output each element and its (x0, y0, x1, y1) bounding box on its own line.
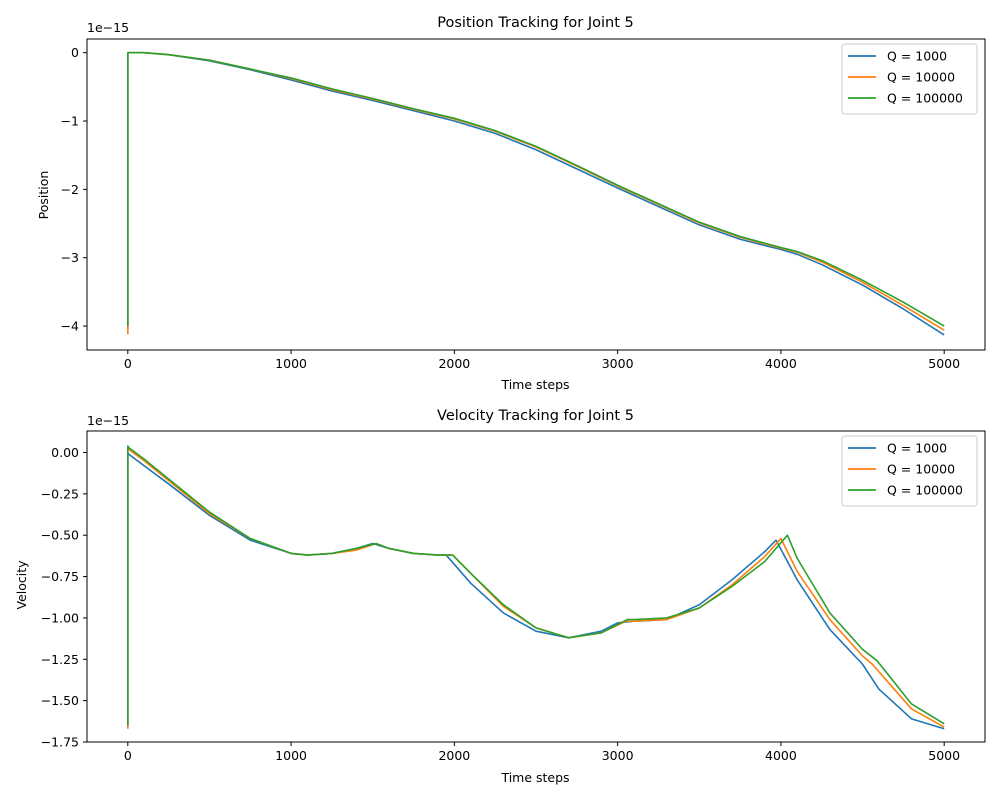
velocity-x-tick-label: 0 (124, 748, 132, 763)
velocity-y-tick-label: 0.00 (51, 445, 79, 460)
position-x-tick-label: 3000 (602, 356, 634, 371)
velocity-x-tick-label: 2000 (438, 748, 470, 763)
velocity-plot-area: 0 1000 2000 3000 4000 5000 0.00 −0.25 −0.50 −0.75… (41, 430, 986, 763)
velocity-series-line-1 (127, 451, 945, 730)
position-y-tick-label: −2 (61, 182, 79, 197)
velocity-y-tick-label: −0.50 (41, 528, 79, 543)
velocity-y-tick-label: −1.25 (41, 652, 79, 667)
position-x-tick-label: 0 (124, 356, 132, 371)
velocity-series-line-3 (127, 445, 945, 726)
velocity-legend-label-1: Q = 1000 (887, 441, 947, 456)
position-legend: Q = 1000 Q = 10000 Q = 100000 (841, 43, 978, 115)
velocity-legend-label-2: Q = 10000 (887, 462, 955, 477)
position-x-tick-label: 4000 (765, 356, 797, 371)
velocity-y-tick-label: −1.00 (41, 610, 79, 625)
position-x-tick-label: 5000 (928, 356, 960, 371)
position-legend-label-3: Q = 100000 (887, 91, 963, 106)
position-y-tick-label: −4 (61, 319, 79, 334)
position-legend-label-2: Q = 10000 (887, 70, 955, 85)
position-x-tick-label: 2000 (438, 356, 470, 371)
position-series-line-3 (127, 51, 945, 327)
velocity-x-tick-label: 3000 (602, 748, 634, 763)
velocity-legend: Q = 1000 Q = 10000 Q = 100000 (841, 435, 978, 507)
velocity-x-tick-label: 4000 (765, 748, 797, 763)
velocity-y-tick-label: −1.75 (41, 735, 79, 750)
velocity-subplot: Velocity Tracking for Joint 5 1e−15 Time… (14, 408, 986, 785)
position-axes-frame (86, 38, 986, 351)
velocity-x-axis-label: Time steps (500, 770, 569, 785)
position-x-axis-label: Time steps (500, 377, 569, 392)
velocity-axes-frame (86, 430, 986, 743)
position-y-axis-label: Position (36, 171, 51, 220)
position-x-tick-label: 1000 (275, 356, 307, 371)
position-offset-text: 1e−15 (87, 20, 129, 35)
position-y-tick-label: −3 (61, 250, 79, 265)
velocity-y-axis-label: Velocity (14, 560, 29, 610)
position-y-tick-label: −1 (61, 114, 79, 129)
velocity-y-tick-label: −1.50 (41, 693, 79, 708)
velocity-y-tick-label: −0.75 (41, 569, 79, 584)
position-y-tick-label: 0 (71, 45, 79, 60)
velocity-chart-title: Velocity Tracking for Joint 5 (437, 408, 634, 424)
position-subplot: Position Tracking for Joint 5 1e−15 Time… (36, 15, 986, 392)
velocity-legend-label-3: Q = 100000 (887, 483, 963, 498)
position-chart-title: Position Tracking for Joint 5 (437, 15, 633, 31)
velocity-offset-text: 1e−15 (87, 413, 129, 428)
velocity-y-tick-label: −0.25 (41, 486, 79, 501)
velocity-x-tick-label: 5000 (928, 748, 960, 763)
velocity-x-tick-label: 1000 (275, 748, 307, 763)
position-legend-label-1: Q = 1000 (887, 49, 947, 64)
